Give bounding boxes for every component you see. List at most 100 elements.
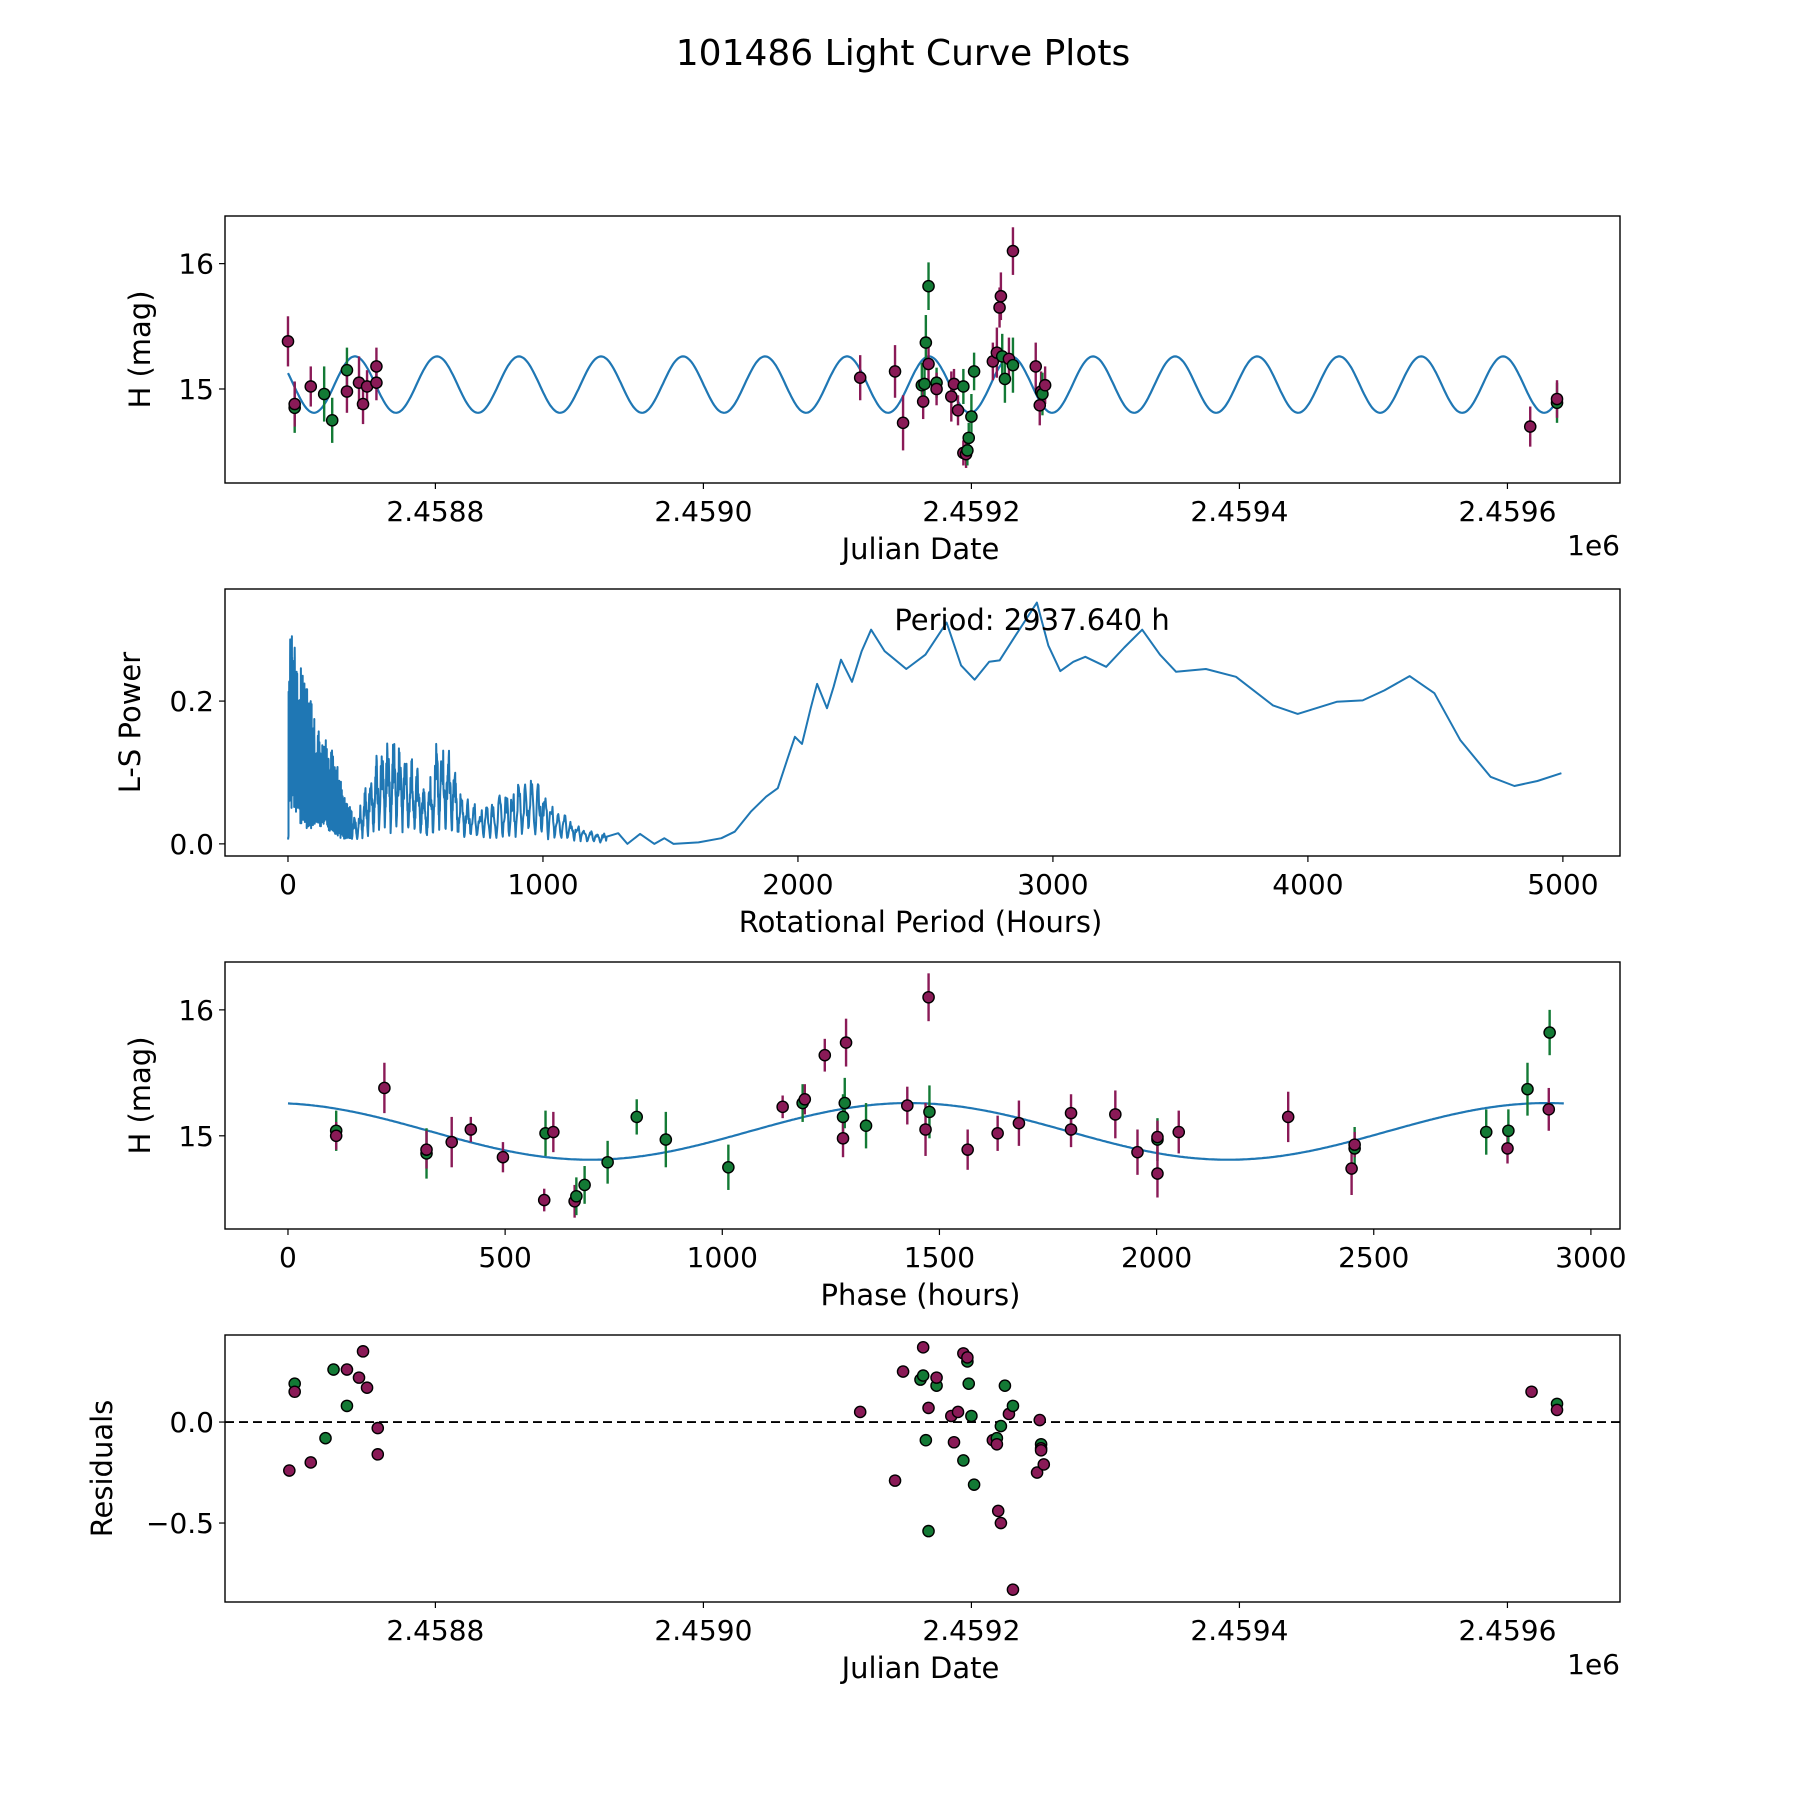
y-axis-label: H (mag): [123, 290, 157, 408]
y-tick-label: 0.2: [169, 685, 214, 718]
data-point-magenta: [356, 397, 370, 411]
data-point-green: [962, 1377, 976, 1390]
data-point-green: [1479, 1125, 1493, 1139]
data-point-magenta: [818, 1048, 832, 1062]
data-point-magenta: [352, 1371, 366, 1384]
data-point-magenta: [1151, 1167, 1164, 1180]
x-tick-label: 0: [279, 1241, 297, 1274]
data-point-green: [327, 1363, 340, 1376]
data-point-magenta: [1501, 1142, 1514, 1155]
data-point-green: [317, 387, 331, 401]
x-tick-label: 2.4592: [922, 495, 1020, 528]
data-point-magenta: [496, 1150, 510, 1164]
x-tick-label: 4000: [1272, 868, 1343, 901]
x-axis-label: Rotational Period (Hours): [739, 905, 1103, 939]
data-point-magenta: [993, 301, 1006, 314]
data-point-magenta: [994, 1516, 1008, 1530]
data-point-magenta: [1348, 1138, 1361, 1151]
data-point-green: [962, 431, 976, 445]
data-point-magenta: [1012, 1116, 1026, 1130]
data-point-green: [919, 1433, 933, 1447]
x-tick-label: 2000: [762, 868, 833, 901]
data-point-magenta: [900, 1099, 914, 1112]
data-point-green: [630, 1110, 644, 1124]
data-point-green: [965, 410, 978, 423]
data-point-magenta: [1033, 398, 1047, 412]
data-point-magenta: [930, 1371, 943, 1384]
data-point-magenta: [445, 1135, 459, 1149]
data-point-green: [578, 1178, 591, 1192]
data-point-magenta: [1523, 420, 1537, 433]
plot-area: [281, 227, 1564, 468]
x-tick-label: 1000: [507, 868, 578, 901]
data-point-magenta: [839, 1036, 853, 1049]
data-point-magenta: [836, 1132, 850, 1145]
model-fit-line: [287, 355, 1558, 414]
data-point-magenta: [1345, 1162, 1358, 1175]
data-point-magenta: [776, 1100, 789, 1114]
x-tick-label: 2.4594: [1190, 495, 1288, 528]
data-point-magenta: [1030, 1466, 1044, 1479]
axes-frame: [224, 1334, 1621, 1603]
data-point-magenta: [853, 371, 867, 385]
data-point-magenta: [1029, 360, 1043, 373]
data-point-magenta: [922, 990, 935, 1004]
y-axis-label: H (mag): [123, 1036, 157, 1154]
data-point-green: [838, 1096, 852, 1110]
period-annotation: Period: 2937.640 h: [894, 603, 1169, 637]
data-point-magenta: [370, 360, 383, 373]
data-point-magenta: [420, 1143, 433, 1156]
data-point-green: [967, 1478, 981, 1491]
data-point-magenta: [1064, 1106, 1078, 1120]
data-point-magenta: [537, 1193, 551, 1207]
data-point-green: [1006, 358, 1020, 372]
data-point-green: [340, 363, 354, 377]
data-point-magenta: [1006, 1583, 1020, 1596]
data-point-green: [923, 1105, 936, 1119]
x-tick-label: 5000: [1527, 868, 1598, 901]
data-point-green: [859, 1119, 873, 1133]
data-point-magenta: [1037, 1458, 1051, 1471]
data-point-green: [965, 1409, 978, 1423]
data-point-magenta: [340, 385, 354, 398]
data-point-magenta: [919, 1123, 932, 1136]
plot-area: [287, 601, 1562, 845]
data-point-green: [659, 1133, 673, 1146]
data-point-magenta: [1550, 1403, 1564, 1417]
data-point-magenta: [888, 1474, 902, 1487]
y-axis-label: Residuals: [85, 1400, 119, 1538]
data-point-magenta: [283, 1464, 296, 1477]
data-point-green: [570, 1189, 583, 1203]
x-axis-label: Phase (hours): [821, 1278, 1021, 1312]
data-point-magenta: [798, 1092, 812, 1106]
x-tick-label: 3000: [1017, 868, 1088, 901]
panels: 2.4588 2.4590 2.4592 2.4594 2.4596 15 16 Julian…: [85, 215, 1627, 1685]
x-tick-label: 2.4596: [1458, 495, 1556, 528]
data-point-magenta: [1550, 392, 1564, 406]
data-point-green: [1006, 1399, 1020, 1413]
data-point-magenta: [288, 397, 301, 411]
data-point-magenta: [994, 289, 1008, 303]
data-point-magenta: [1033, 1413, 1047, 1427]
data-point-magenta: [378, 1081, 391, 1095]
data-point-magenta: [288, 1385, 301, 1399]
data-point-magenta: [945, 390, 958, 403]
x-offset-label: 1e6: [1567, 529, 1620, 562]
data-point-green: [998, 1379, 1012, 1392]
data-point-green: [922, 1524, 935, 1538]
data-point-magenta: [371, 1421, 385, 1435]
data-point-magenta: [547, 1125, 560, 1139]
data-point-green: [1521, 1082, 1534, 1096]
x-tick-label: 2.4588: [386, 1614, 484, 1647]
data-point-green: [957, 380, 970, 393]
data-point-magenta: [1151, 1130, 1164, 1144]
data-point-magenta: [991, 1126, 1004, 1140]
ls-power-line: [287, 601, 1562, 845]
data-point-magenta: [340, 1363, 354, 1376]
plot-area: [225, 1341, 1620, 1596]
data-point-magenta: [464, 1123, 478, 1136]
data-point-green: [1543, 1026, 1556, 1039]
